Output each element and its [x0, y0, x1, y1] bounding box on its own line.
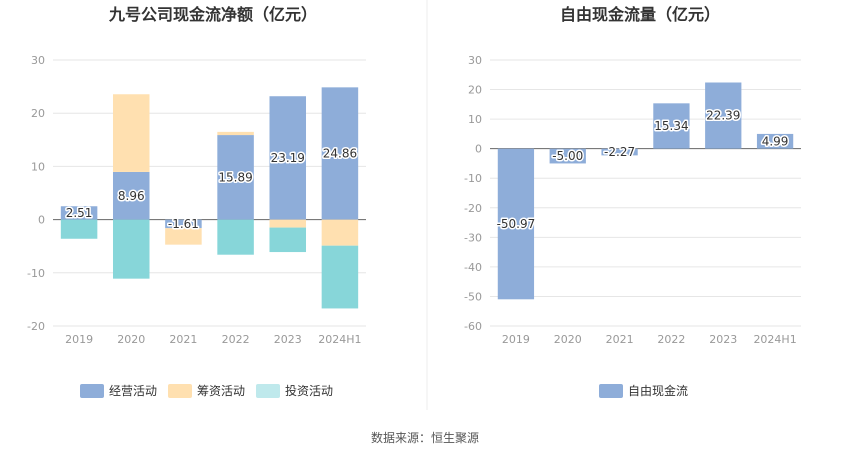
y-tick-label: -20: [464, 202, 482, 215]
legend-item-investing[interactable]: 投资活动: [256, 383, 333, 398]
right-data-labels: -50.97 -5.00 -2.27 15.34 22.39 4.99: [495, 107, 790, 232]
bar-fcf[interactable]: [756, 133, 794, 149]
bar-operating[interactable]: [112, 171, 150, 220]
left-bars: [60, 87, 359, 309]
source-note: 数据来源：恒生聚源: [371, 430, 479, 445]
bar-investing[interactable]: [321, 245, 359, 309]
bar-financing[interactable]: [165, 228, 202, 245]
x-tick-label: 2022: [657, 333, 685, 346]
bar-operating[interactable]: [269, 96, 307, 220]
bar-fcf[interactable]: [653, 103, 690, 149]
y-tick-label: 10: [468, 113, 482, 126]
x-tick-label: 2024H1: [753, 333, 796, 346]
bar-financing[interactable]: [217, 131, 254, 136]
bar-fcf[interactable]: [549, 148, 586, 164]
legend-swatch-financing: [168, 384, 192, 398]
x-tick-label: 2021: [169, 333, 197, 346]
y-tick-label: 30: [468, 54, 482, 67]
legend-label-fcf: 自由现金流: [628, 383, 688, 398]
legend-label-operating: 经营活动: [109, 384, 157, 398]
left-y-axis: 30 20 10 0 -10 -20: [27, 54, 45, 333]
right-grid: [490, 59, 801, 327]
bar-fcf[interactable]: [705, 82, 742, 149]
right-x-axis: 2019 2020 2021 2022 2023 2024H1: [502, 333, 797, 346]
x-tick-label: 2020: [117, 333, 145, 346]
data-label: 23.19: [271, 151, 305, 165]
data-label: -50.97: [497, 217, 536, 231]
legend-label-financing: 筹资活动: [197, 384, 245, 398]
legend-swatch-operating: [80, 384, 104, 398]
y-tick-label: 20: [468, 84, 482, 97]
bar-financing[interactable]: [269, 219, 307, 228]
legend-label-investing: 投资活动: [285, 383, 333, 398]
legend-swatch-investing: [256, 384, 280, 398]
legend-swatch-fcf: [599, 384, 623, 398]
x-tick-label: 2024H1: [318, 333, 361, 346]
y-tick-label: -40: [464, 261, 482, 274]
data-label: 15.89: [218, 170, 252, 184]
x-tick-label: 2019: [65, 333, 93, 346]
legend-item-financing[interactable]: 筹资活动: [168, 384, 245, 398]
left-grid: [53, 59, 366, 327]
left-data-labels: 2.51 8.96 -1.61 15.89 23.19 24.86: [64, 145, 358, 232]
bar-investing[interactable]: [112, 219, 150, 279]
y-tick-label: 0: [38, 214, 45, 227]
bar-investing[interactable]: [269, 227, 307, 253]
y-tick-label: 0: [475, 143, 482, 156]
bar-operating[interactable]: [217, 135, 254, 220]
y-tick-label: 10: [31, 160, 45, 173]
data-label: -5.00: [552, 149, 583, 163]
data-label: 15.34: [654, 119, 688, 133]
bar-investing[interactable]: [217, 219, 254, 255]
left-chart-title: 九号公司现金流净额（亿元）: [108, 5, 317, 24]
data-label: -1.61: [168, 217, 199, 231]
x-tick-label: 2020: [554, 333, 582, 346]
right-chart-title: 自由现金流量（亿元）: [560, 5, 720, 24]
bar-financing[interactable]: [321, 219, 359, 246]
bar-operating[interactable]: [165, 219, 202, 229]
legend-item-fcf[interactable]: 自由现金流: [599, 383, 688, 398]
right-bars: [497, 82, 794, 300]
bar-financing[interactable]: [112, 94, 150, 172]
x-tick-label: 2021: [606, 333, 634, 346]
right-y-axis: 30 20 10 0 -10 -20 -30 -40 -50 -60: [464, 54, 482, 333]
y-tick-label: -10: [27, 267, 45, 280]
x-tick-label: 2019: [502, 333, 530, 346]
data-label: 22.39: [706, 109, 740, 123]
bar-fcf[interactable]: [601, 148, 638, 156]
bar-operating[interactable]: [321, 87, 359, 220]
bar-investing[interactable]: [60, 219, 98, 239]
y-tick-label: 20: [31, 107, 45, 120]
bar-operating[interactable]: [60, 206, 98, 220]
right-legend[interactable]: 自由现金流: [599, 383, 688, 398]
data-label: -2.27: [604, 145, 635, 159]
data-label: 24.86: [323, 146, 357, 160]
left-legend[interactable]: 经营活动 筹资活动 投资活动: [80, 383, 333, 398]
y-tick-label: -60: [464, 320, 482, 333]
data-label: 8.96: [118, 189, 145, 203]
data-label: 4.99: [762, 134, 789, 148]
bar-fcf[interactable]: [497, 148, 535, 300]
legend-item-operating[interactable]: 经营活动: [80, 384, 157, 398]
x-tick-label: 2022: [222, 333, 250, 346]
x-tick-label: 2023: [709, 333, 737, 346]
data-label: 2.51: [66, 206, 93, 220]
x-tick-label: 2023: [274, 333, 302, 346]
y-tick-label: 30: [31, 54, 45, 67]
left-x-axis: 2019 2020 2021 2022 2023 2024H1: [65, 333, 361, 346]
y-tick-label: -10: [464, 172, 482, 185]
y-tick-label: -30: [464, 231, 482, 244]
y-tick-label: -50: [464, 290, 482, 303]
y-tick-label: -20: [27, 320, 45, 333]
